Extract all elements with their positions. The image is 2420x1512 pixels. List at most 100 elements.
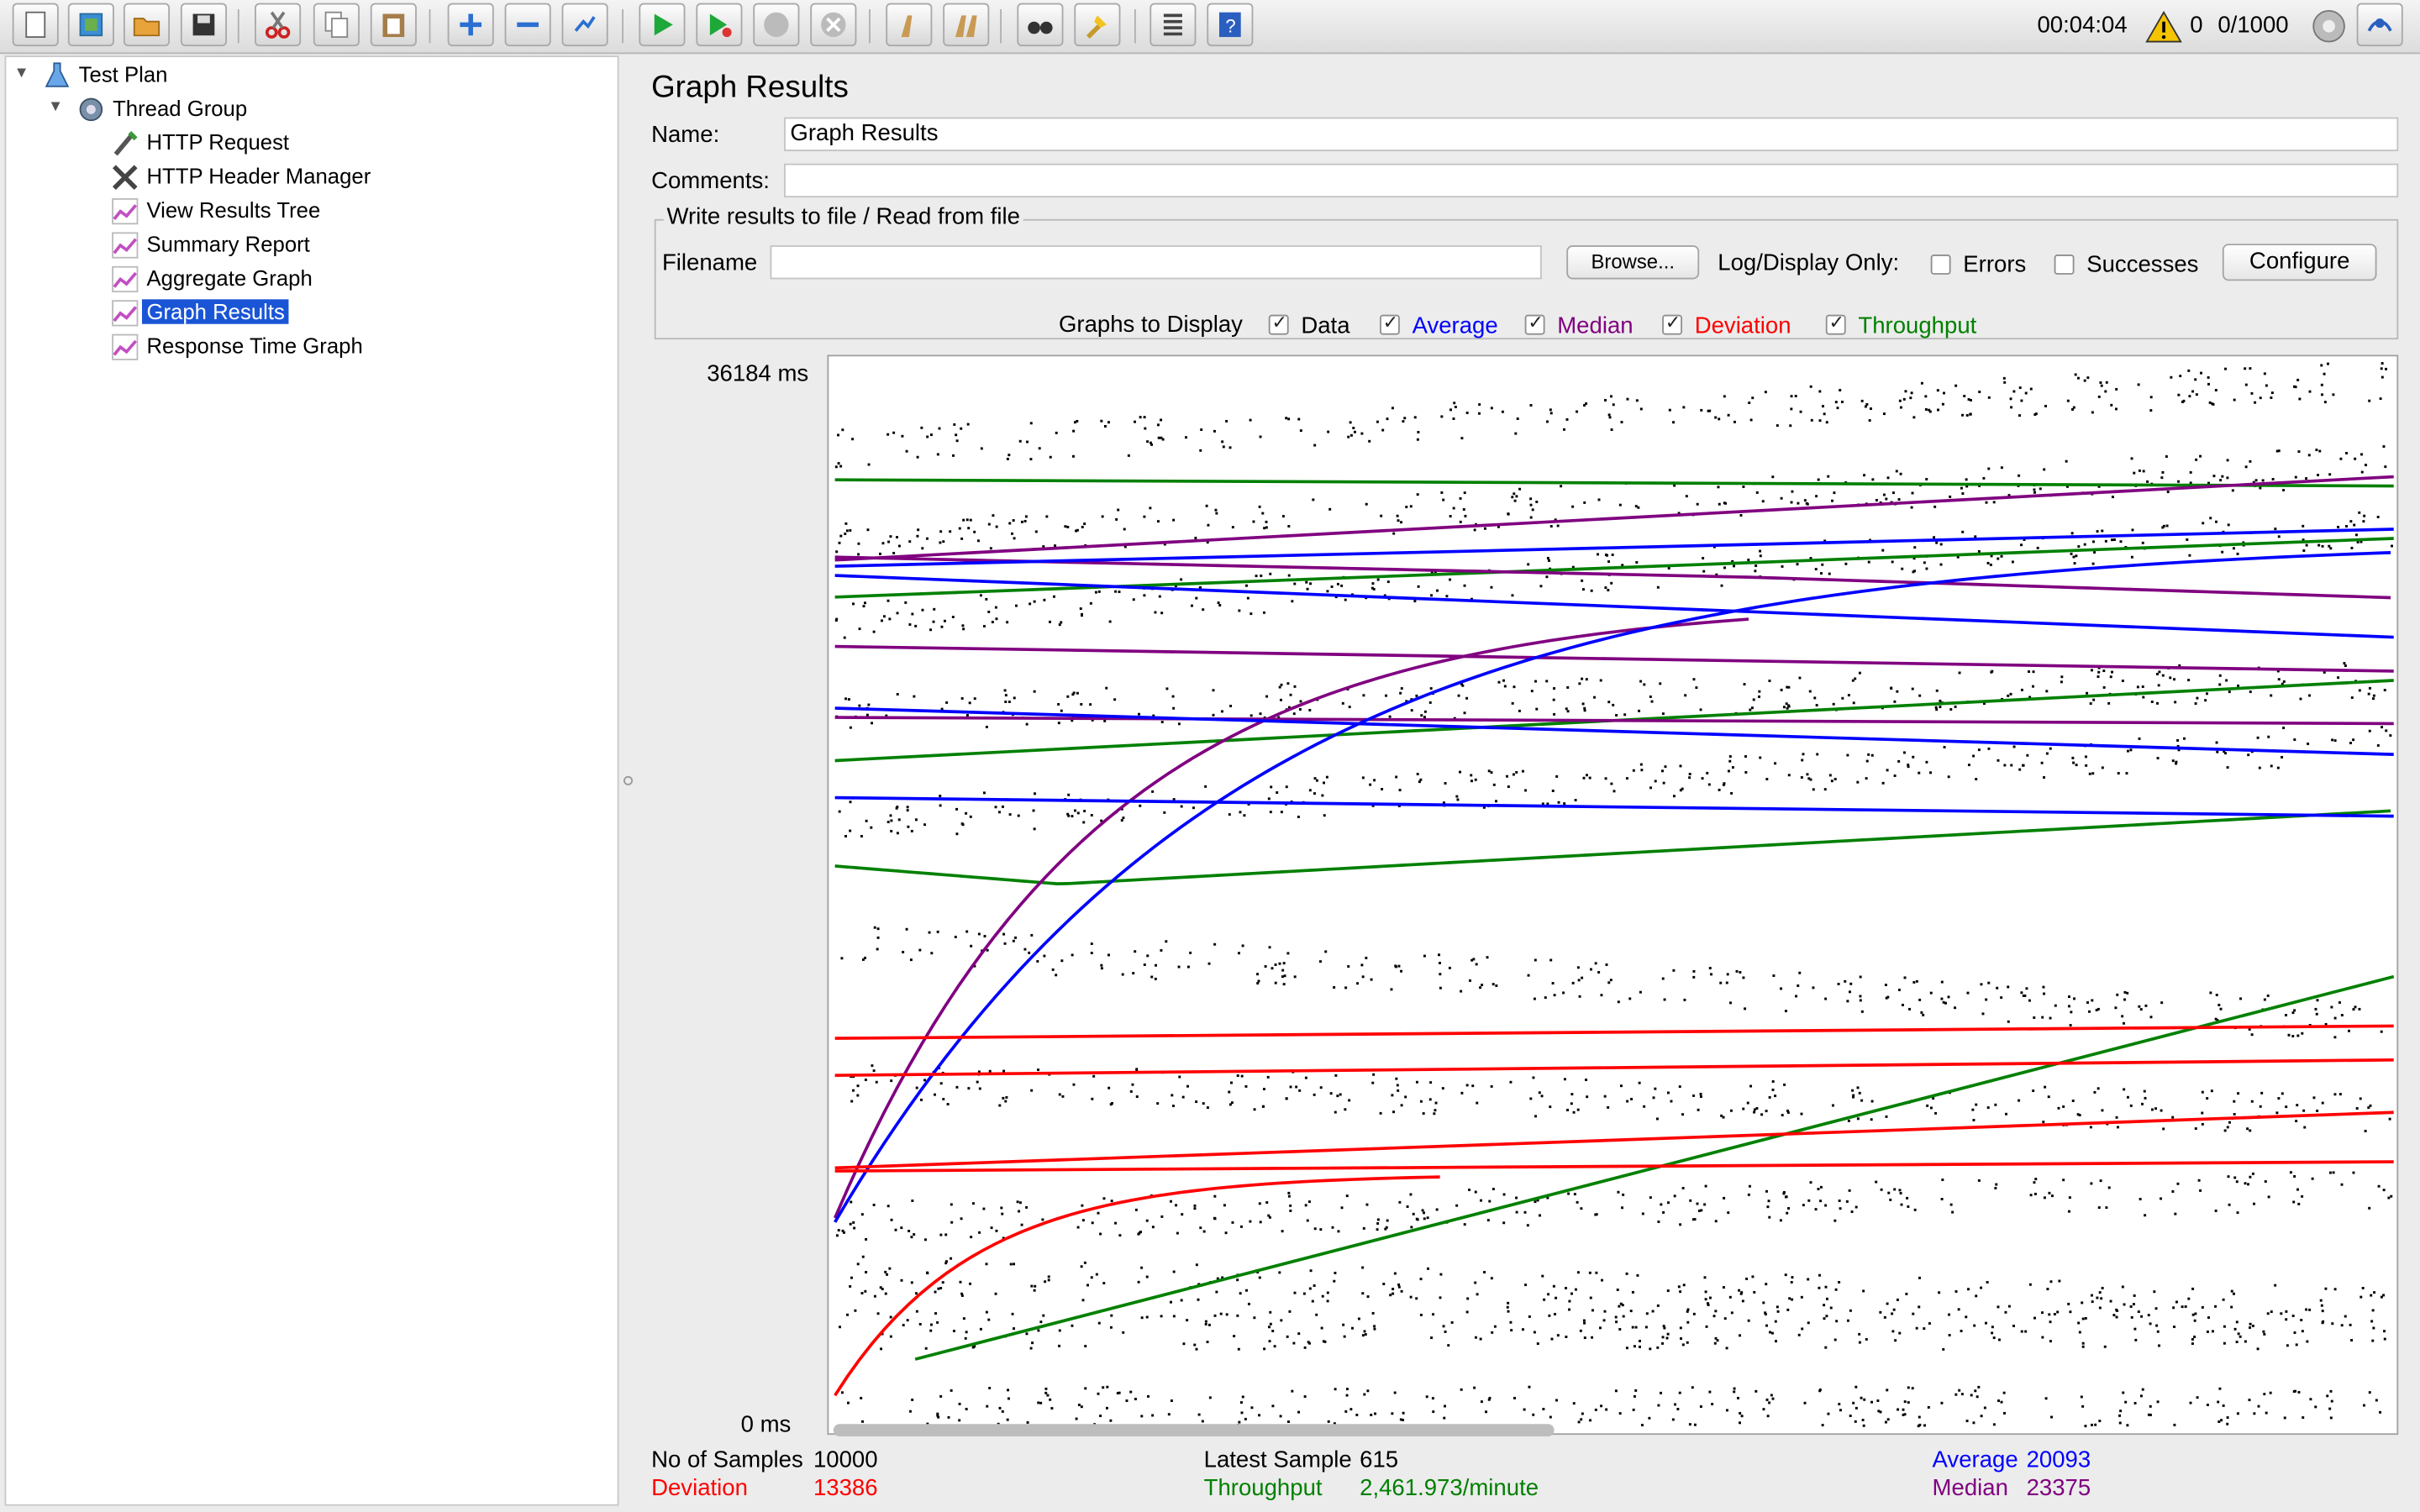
clear-all-icon[interactable] (943, 3, 990, 47)
comments-label: Comments: (651, 168, 770, 195)
new-icon[interactable] (12, 3, 59, 47)
latest-sample-label: Latest Sample (1203, 1446, 1352, 1474)
average-legend-label: Average (1412, 312, 1498, 340)
warning-icon[interactable] (2145, 0, 2182, 52)
elapsed-time: 00:04:04 (2037, 12, 2128, 39)
expand-arrow-icon[interactable]: ▼ (13, 65, 29, 82)
page-title: Graph Results (651, 71, 849, 105)
expand-icon[interactable] (447, 3, 494, 47)
errors-checkbox[interactable] (1930, 255, 1951, 275)
deviation-line (834, 1058, 2394, 1078)
throughput-value: 2,461.973/minute (1360, 1474, 1539, 1502)
average-line (834, 528, 2394, 568)
save-icon[interactable] (180, 3, 227, 47)
name-field[interactable]: Graph Results (784, 117, 2399, 151)
throughput-checkbox[interactable] (1825, 312, 1846, 335)
toolbar-separator (1000, 9, 1002, 44)
tree-item-response-time-graph[interactable]: Response Time Graph (146, 333, 363, 359)
tools-icon (112, 165, 138, 191)
average-curve (834, 551, 2391, 1223)
median-curve (833, 617, 1749, 1219)
collapse-icon[interactable] (504, 3, 551, 47)
median-label: Median (1932, 1474, 2008, 1502)
tree-item-test-plan[interactable]: Test Plan (78, 61, 168, 87)
tree-item-http-request[interactable]: HTTP Request (146, 129, 290, 155)
samples-value: 10000 (813, 1446, 878, 1474)
throughput-legend-label: Throughput (1858, 312, 1977, 340)
tree-item-thread-group[interactable]: Thread Group (113, 95, 248, 121)
graph-listener-icon (112, 300, 139, 327)
successes-checkbox[interactable] (2054, 255, 2075, 275)
y-min-label: 0 ms (740, 1411, 792, 1438)
graph-scrollbar[interactable] (833, 1424, 1555, 1436)
average-line (834, 574, 2394, 639)
median-line (834, 716, 2394, 726)
deviation-label: Deviation (651, 1474, 748, 1502)
median-line (834, 555, 2391, 600)
tree-item-aggregate-graph[interactable]: Aggregate Graph (146, 265, 313, 291)
start-no-pauses-icon[interactable] (696, 3, 743, 47)
errors-label: Errors (1963, 251, 2027, 278)
average-value: 20093 (2026, 1446, 2091, 1474)
toggle-icon[interactable] (561, 3, 608, 47)
toolbar-separator (622, 9, 624, 44)
templates-icon[interactable] (67, 3, 114, 47)
average-line (834, 706, 2394, 756)
toolbar-separator (869, 9, 871, 44)
remote-icon[interactable] (2311, 8, 2348, 45)
function-helper-icon[interactable] (1150, 3, 1197, 47)
tree-item-summary-report[interactable]: Summary Report (146, 231, 310, 256)
copy-icon[interactable] (313, 3, 360, 47)
gear-icon (79, 97, 103, 122)
clear-icon[interactable] (886, 3, 933, 47)
data-legend-label: Data (1301, 312, 1350, 340)
median-line (834, 475, 2394, 562)
toolbar-separator (1134, 9, 1136, 44)
throughput-line (834, 478, 2394, 488)
active-threads: 0/1000 (2217, 12, 2289, 39)
toolbar-separator (429, 9, 431, 44)
throughput-label: Throughput (1203, 1474, 1323, 1502)
name-label: Name: (651, 122, 720, 149)
median-line (834, 644, 2394, 673)
start-icon[interactable] (639, 3, 686, 47)
stop-icon[interactable] (753, 3, 800, 47)
search-icon[interactable] (1017, 3, 1064, 47)
samples-label: No of Samples (651, 1446, 803, 1474)
reset-search-icon[interactable] (1074, 3, 1121, 47)
deviation-curve (834, 1175, 1440, 1397)
deviation-line (834, 1024, 2394, 1040)
tree-item-http-header-manager[interactable]: HTTP Header Manager (146, 163, 371, 189)
deviation-line (834, 1110, 2394, 1170)
tree-item-view-results-tree[interactable]: View Results Tree (146, 197, 321, 223)
deviation-value: 13386 (813, 1474, 878, 1502)
paste-icon[interactable] (370, 3, 417, 47)
open-icon[interactable] (123, 3, 171, 47)
results-graph-canvas (833, 362, 2395, 1429)
median-legend-label: Median (1557, 312, 1634, 340)
deviation-checkbox[interactable] (1662, 312, 1683, 335)
latest-sample-value: 615 (1360, 1446, 1399, 1474)
expand-arrow-icon[interactable]: ▼ (47, 98, 64, 116)
configure-button[interactable]: Configure (2222, 244, 2377, 281)
data-points (834, 362, 2393, 1429)
filename-label: Filename (661, 249, 758, 276)
graph-listener-icon (112, 232, 139, 259)
tree-item-graph-results[interactable]: Graph Results (141, 297, 290, 329)
test-plan-tree: ▼ Test Plan ▼ Thread Group HTTP Request … (4, 55, 619, 1506)
average-checkbox[interactable] (1380, 312, 1400, 335)
median-checkbox[interactable] (1524, 312, 1545, 335)
split-divider[interactable] (620, 55, 635, 1505)
file-group-label: Write results to file / Read from file (663, 203, 1023, 230)
log-viewer-icon[interactable] (2356, 3, 2403, 47)
cut-icon[interactable] (255, 3, 302, 47)
data-checkbox[interactable] (1268, 312, 1289, 335)
browse-button[interactable]: Browse... (1566, 245, 1700, 280)
toolbar-separator (237, 9, 239, 44)
filename-field[interactable] (770, 245, 1542, 280)
shutdown-icon[interactable] (810, 3, 857, 47)
comments-field[interactable] (784, 163, 2399, 198)
warning-count: 0 (2190, 12, 2203, 39)
help-icon[interactable]: ? (1207, 3, 1254, 47)
throughput-line (914, 974, 2395, 1361)
